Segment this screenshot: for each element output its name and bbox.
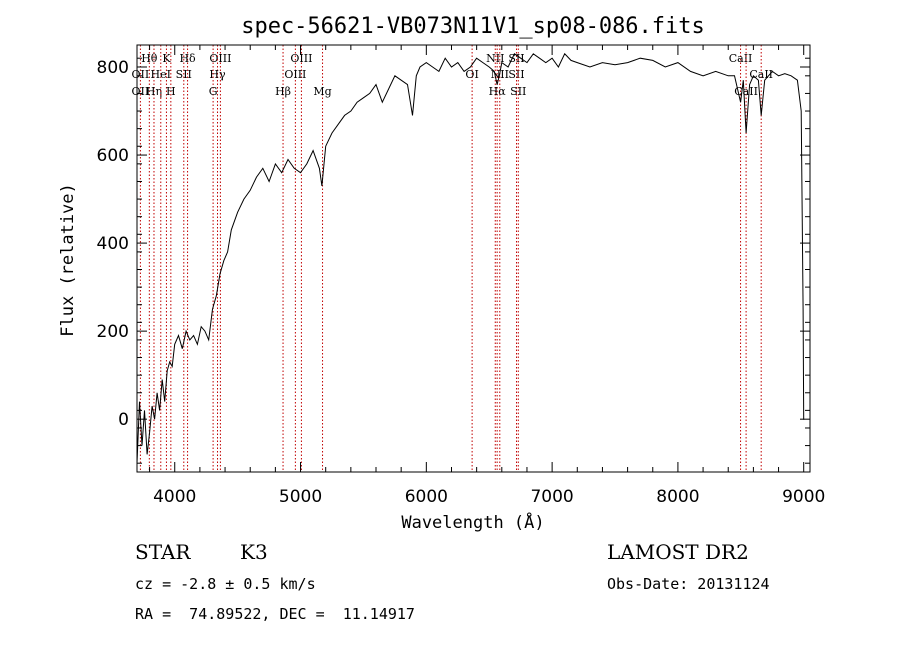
spectral-line-label: CaII: [734, 85, 758, 98]
observation-date: Obs-Date: 20131124: [607, 575, 770, 593]
spectral-line-label: OIII: [209, 52, 231, 65]
spectral-line-label: K: [162, 52, 171, 65]
survey-name: LAMOST DR2: [607, 540, 749, 564]
spectral-line-label: OIII: [290, 52, 312, 65]
spectral-line-label: OII: [132, 85, 150, 98]
object-class: STAR: [135, 540, 191, 564]
plot-frame: [136, 44, 811, 473]
spectral-line-label: Hδ: [179, 52, 196, 65]
x-tick-label: 7000: [530, 487, 573, 507]
spectral-line-label: Mg: [313, 85, 331, 98]
x-tick-label: 6000: [405, 487, 448, 507]
spectral-line-label: SII: [176, 68, 192, 81]
spectral-line-label: OIII: [284, 68, 306, 81]
spectral-line-label: SII: [508, 52, 524, 65]
x-tick-label: 5000: [279, 487, 322, 507]
x-tick-label: 8000: [656, 487, 699, 507]
y-tick-label: 800: [97, 58, 129, 78]
spectrum-line: [136, 52, 805, 464]
spectral-line-label: H: [166, 85, 176, 98]
y-tick-label: 200: [97, 322, 129, 342]
chart-title: spec-56621-VB073N11V1_sp08-086.fits: [241, 14, 705, 39]
spectral-line-label: Hγ: [209, 68, 226, 81]
y-tick-label: 600: [97, 146, 129, 166]
spectral-line-label: SII: [508, 68, 524, 81]
y-tick-label: 400: [97, 234, 129, 254]
x-tick-label: 4000: [153, 487, 196, 507]
y-axis-label: Flux (relative): [58, 183, 78, 337]
y-tick-label: 0: [118, 410, 129, 430]
spectral-line-label: Hη: [146, 85, 162, 98]
redshift-info: cz = -2.8 ± 0.5 km/s: [135, 575, 316, 593]
object-subclass: K3: [240, 540, 268, 564]
spectral-line-label: G: [209, 85, 218, 98]
spectral-line-label: SII: [510, 85, 526, 98]
axis-ticks: 4000 5000 6000 7000 8000 9000 0 200 400 600 800: [97, 45, 825, 507]
spectral-line-label: OI: [465, 68, 478, 81]
spectral-line-label: Hα: [489, 85, 507, 98]
spectral-line-label: Hθ: [141, 52, 158, 65]
spectral-line-label: Hβ: [275, 85, 291, 98]
spectral-line-label: HeI: [151, 68, 171, 81]
coordinates: RA = 74.89522, DEC = 11.14917: [135, 605, 415, 623]
x-axis-label: Wavelength (Å): [401, 511, 544, 533]
x-tick-label: 9000: [782, 487, 825, 507]
spectral-line-label: CaII: [729, 52, 753, 65]
spectral-line-label: OII: [132, 68, 150, 81]
spectral-line-label: NII: [486, 52, 504, 65]
